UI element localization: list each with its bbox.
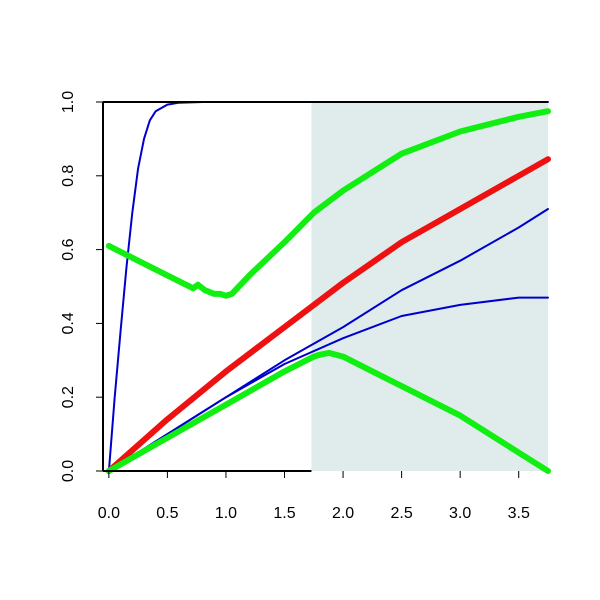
series-line-3 [107, 208, 549, 472]
y-tick-label-5: 1.0 [60, 91, 77, 113]
x-tick-label-4: 2.0 [332, 505, 354, 522]
x-tick-label-0: 0.0 [98, 505, 120, 522]
shaded-region [311, 102, 548, 471]
series-line-5 [105, 108, 551, 299]
y-tick-label-2: 0.4 [60, 312, 77, 334]
x-tick-label-2: 1.0 [215, 505, 237, 522]
x-tick-label-6: 3.0 [449, 505, 471, 522]
y-tick-label-1: 0.2 [60, 386, 77, 408]
x-tick-label-5: 2.5 [390, 505, 412, 522]
x-tick-label-1: 0.5 [156, 505, 178, 522]
shaded-region-layer [311, 102, 548, 471]
series-line-6 [105, 349, 551, 474]
y-tick-label-4: 0.8 [60, 165, 77, 187]
series-layer [105, 101, 551, 474]
series-line-4 [105, 156, 551, 474]
x-tick-label-3: 1.5 [273, 505, 295, 522]
x-tick-label-7: 3.5 [508, 505, 530, 522]
y-tick-label-3: 0.6 [60, 238, 77, 260]
axes-layer: 0.0 0.5 1.0 1.5 2.0 2.5 3.0 3.5 0.0 0.2 0.4 0.6 0.8 1… [60, 91, 548, 522]
y-tick-label-0: 0.0 [60, 460, 77, 482]
